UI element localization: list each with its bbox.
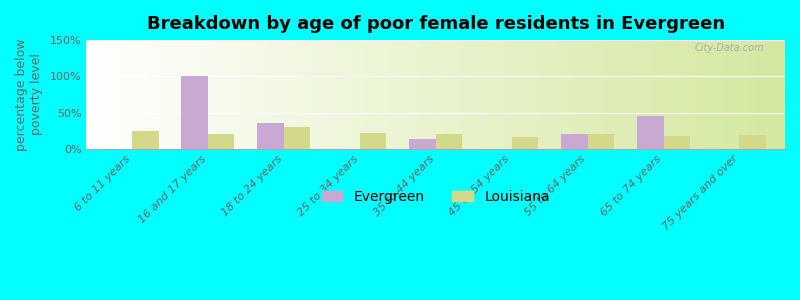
Bar: [637, 116, 663, 149]
Bar: [436, 134, 462, 149]
Bar: [258, 123, 284, 149]
Bar: [284, 127, 310, 149]
Bar: [512, 137, 538, 149]
Bar: [360, 133, 386, 149]
Title: Breakdown by age of poor female residents in Evergreen: Breakdown by age of poor female resident…: [146, 15, 725, 33]
Bar: [561, 134, 587, 149]
Y-axis label: percentage below
poverty level: percentage below poverty level: [15, 38, 43, 151]
Bar: [208, 134, 234, 149]
Bar: [182, 76, 208, 149]
Bar: [663, 136, 690, 149]
Legend: Evergreen, Louisiana: Evergreen, Louisiana: [316, 184, 555, 209]
Text: City-Data.com: City-Data.com: [694, 44, 764, 53]
Bar: [739, 135, 766, 149]
Bar: [132, 130, 158, 149]
Bar: [587, 134, 614, 149]
Bar: [409, 139, 436, 149]
